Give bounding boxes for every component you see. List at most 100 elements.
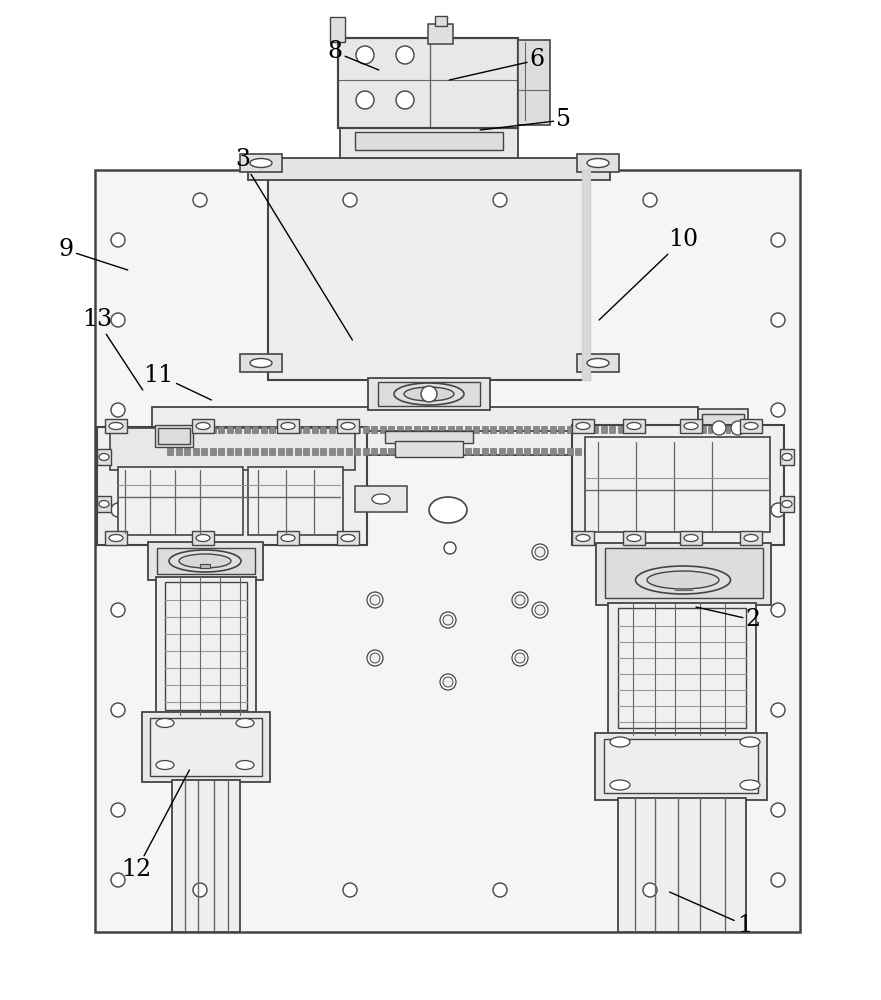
Bar — [210, 426, 216, 433]
Bar — [337, 426, 343, 433]
Bar — [702, 448, 706, 455]
Bar — [422, 448, 428, 455]
Bar — [499, 448, 505, 455]
Ellipse shape — [394, 383, 464, 405]
Bar — [738, 448, 742, 455]
Circle shape — [356, 91, 374, 109]
Bar — [192, 531, 214, 545]
Bar — [97, 496, 111, 512]
Circle shape — [532, 602, 548, 618]
Text: 8: 8 — [327, 40, 379, 70]
Text: 11: 11 — [144, 363, 211, 400]
Bar — [320, 426, 326, 433]
Circle shape — [643, 193, 657, 207]
Bar — [235, 426, 241, 433]
Bar — [464, 426, 470, 433]
Bar — [118, 467, 243, 535]
Bar — [541, 448, 547, 455]
Circle shape — [440, 674, 456, 690]
Bar — [738, 426, 742, 433]
Text: 12: 12 — [122, 770, 189, 882]
Circle shape — [771, 703, 785, 717]
Ellipse shape — [156, 718, 174, 728]
Bar — [345, 448, 352, 455]
Circle shape — [512, 650, 528, 666]
Text: 10: 10 — [599, 229, 698, 320]
Bar — [378, 382, 480, 406]
Bar — [601, 426, 606, 433]
Bar — [473, 426, 479, 433]
Ellipse shape — [744, 422, 758, 430]
Bar — [490, 448, 496, 455]
Bar — [515, 448, 522, 455]
Circle shape — [421, 386, 437, 402]
Bar — [756, 448, 760, 455]
Bar — [750, 448, 754, 455]
Circle shape — [367, 650, 383, 666]
Bar — [235, 448, 241, 455]
Bar — [428, 24, 453, 44]
Bar — [95, 170, 800, 932]
Bar — [532, 448, 538, 455]
Bar — [184, 426, 190, 433]
Ellipse shape — [179, 554, 231, 568]
Ellipse shape — [372, 494, 390, 504]
Bar — [303, 448, 309, 455]
Bar — [354, 448, 360, 455]
Circle shape — [343, 193, 357, 207]
Bar — [572, 419, 594, 433]
Bar — [172, 780, 240, 932]
Bar — [550, 448, 556, 455]
Ellipse shape — [236, 718, 254, 728]
Bar — [690, 448, 694, 455]
Bar — [97, 449, 111, 465]
Circle shape — [111, 603, 125, 617]
Bar — [150, 718, 262, 776]
Ellipse shape — [740, 780, 760, 790]
Bar — [464, 448, 470, 455]
Bar — [714, 448, 718, 455]
Bar — [702, 414, 744, 442]
Bar — [286, 426, 292, 433]
Bar — [385, 431, 473, 443]
Bar — [278, 448, 284, 455]
Circle shape — [111, 703, 125, 717]
Bar — [732, 426, 736, 433]
Bar — [524, 426, 530, 433]
Bar — [422, 426, 428, 433]
Bar — [338, 38, 518, 128]
Ellipse shape — [576, 422, 590, 430]
Bar — [157, 548, 255, 574]
Bar — [413, 448, 419, 455]
Bar — [566, 448, 573, 455]
Bar — [566, 426, 573, 433]
Bar — [210, 448, 216, 455]
Bar — [431, 448, 436, 455]
Bar — [337, 419, 359, 433]
Bar — [726, 426, 730, 433]
Circle shape — [396, 46, 414, 64]
Bar — [575, 426, 581, 433]
Ellipse shape — [576, 534, 590, 542]
Circle shape — [111, 403, 125, 417]
Bar — [750, 426, 754, 433]
Bar — [312, 426, 317, 433]
Bar — [167, 426, 173, 433]
Bar — [435, 16, 447, 26]
Circle shape — [771, 503, 785, 517]
Bar — [362, 448, 368, 455]
Ellipse shape — [610, 737, 630, 747]
Bar — [380, 426, 386, 433]
Circle shape — [535, 605, 545, 615]
Bar — [515, 426, 522, 433]
Bar — [708, 426, 712, 433]
Circle shape — [193, 193, 207, 207]
Circle shape — [440, 612, 456, 628]
Bar — [626, 426, 632, 433]
Ellipse shape — [99, 454, 109, 460]
Bar — [744, 426, 748, 433]
Text: 9: 9 — [58, 238, 128, 270]
Bar — [482, 448, 487, 455]
Bar — [380, 448, 386, 455]
Bar — [152, 407, 698, 433]
